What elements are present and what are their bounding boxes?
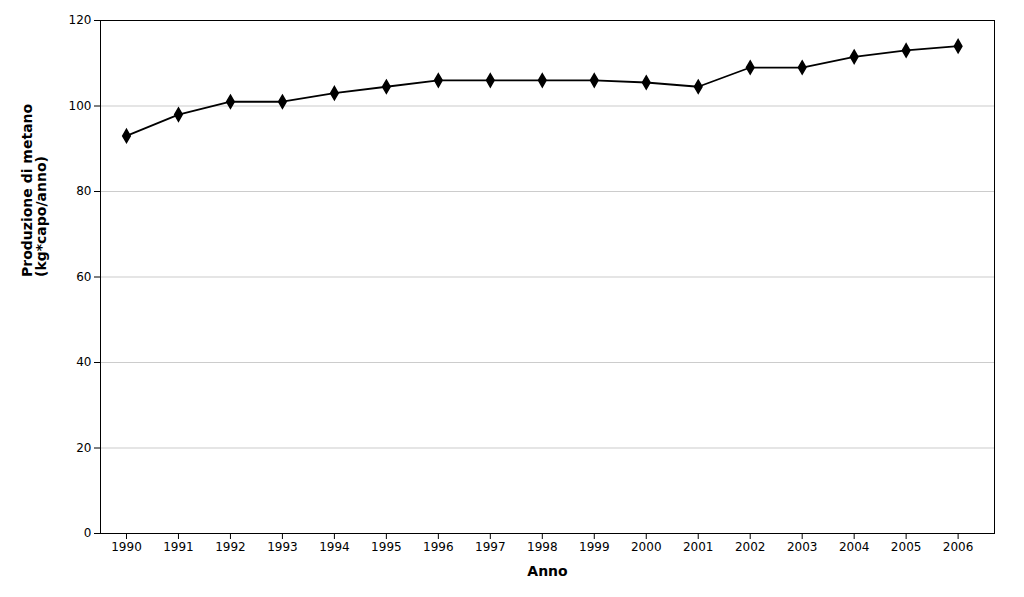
svg-text:Produzione di metano(kg*capo/a: Produzione di metano(kg*capo/anno) — [19, 103, 49, 277]
svg-text:100: 100 — [69, 99, 92, 113]
svg-text:40: 40 — [76, 355, 91, 369]
svg-text:1999: 1999 — [579, 540, 610, 554]
svg-text:2005: 2005 — [891, 540, 922, 554]
svg-text:1996: 1996 — [423, 540, 454, 554]
svg-text:60: 60 — [76, 270, 91, 284]
svg-text:1993: 1993 — [267, 540, 298, 554]
svg-text:1991: 1991 — [163, 540, 194, 554]
svg-text:0: 0 — [84, 526, 92, 540]
svg-text:1994: 1994 — [319, 540, 350, 554]
svg-text:80: 80 — [76, 184, 91, 198]
svg-text:1995: 1995 — [371, 540, 402, 554]
svg-text:2001: 2001 — [683, 540, 714, 554]
svg-text:20: 20 — [76, 441, 91, 455]
svg-text:1990: 1990 — [111, 540, 142, 554]
svg-text:1997: 1997 — [475, 540, 506, 554]
svg-text:2000: 2000 — [631, 540, 662, 554]
svg-text:2006: 2006 — [943, 540, 974, 554]
svg-text:Anno: Anno — [527, 563, 568, 579]
svg-text:2004: 2004 — [839, 540, 870, 554]
svg-text:1998: 1998 — [527, 540, 558, 554]
svg-text:2002: 2002 — [735, 540, 766, 554]
svg-text:2003: 2003 — [787, 540, 818, 554]
svg-text:1992: 1992 — [215, 540, 246, 554]
svg-text:120: 120 — [69, 13, 92, 27]
